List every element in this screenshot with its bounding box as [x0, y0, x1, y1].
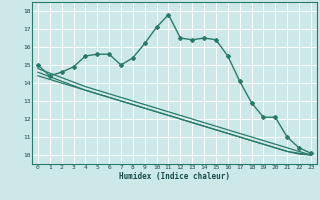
- X-axis label: Humidex (Indice chaleur): Humidex (Indice chaleur): [119, 172, 230, 181]
